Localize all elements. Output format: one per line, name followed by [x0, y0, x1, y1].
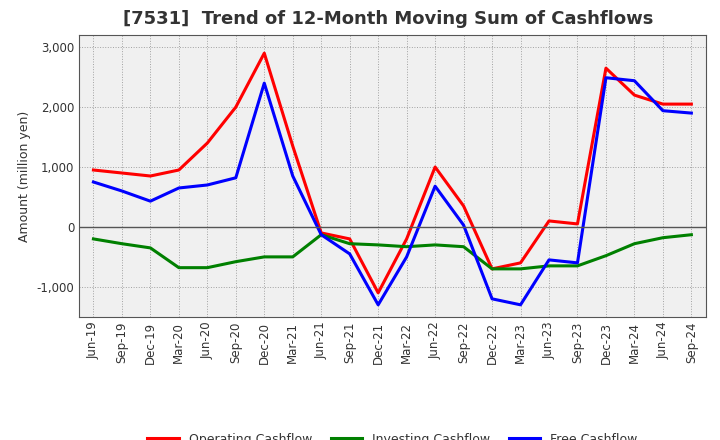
Operating Cashflow [573, 221, 582, 227]
Investing Cashflow [402, 244, 411, 249]
Free Cashflow [573, 260, 582, 265]
Investing Cashflow [260, 254, 269, 260]
Line: Investing Cashflow: Investing Cashflow [94, 235, 691, 269]
Free Cashflow [260, 81, 269, 86]
Operating Cashflow [687, 102, 696, 107]
Investing Cashflow [289, 254, 297, 260]
Free Cashflow [630, 78, 639, 83]
Investing Cashflow [431, 242, 439, 248]
Line: Operating Cashflow: Operating Cashflow [94, 53, 691, 293]
Operating Cashflow [402, 236, 411, 242]
Legend: Operating Cashflow, Investing Cashflow, Free Cashflow: Operating Cashflow, Investing Cashflow, … [143, 429, 642, 440]
Investing Cashflow [89, 236, 98, 242]
Investing Cashflow [659, 235, 667, 240]
Operating Cashflow [459, 203, 468, 209]
Operating Cashflow [317, 230, 325, 235]
Free Cashflow [687, 110, 696, 116]
Operating Cashflow [659, 102, 667, 107]
Operating Cashflow [203, 140, 212, 146]
Operating Cashflow [232, 104, 240, 110]
Operating Cashflow [289, 143, 297, 149]
Investing Cashflow [203, 265, 212, 270]
Free Cashflow [402, 254, 411, 260]
Investing Cashflow [687, 232, 696, 237]
Operating Cashflow [117, 170, 126, 176]
Investing Cashflow [487, 266, 496, 271]
Operating Cashflow [545, 218, 554, 224]
Operating Cashflow [516, 260, 525, 265]
Free Cashflow [317, 232, 325, 237]
Free Cashflow [89, 180, 98, 185]
Operating Cashflow [487, 266, 496, 271]
Investing Cashflow [117, 241, 126, 246]
Investing Cashflow [232, 259, 240, 264]
Operating Cashflow [260, 51, 269, 56]
Investing Cashflow [602, 253, 611, 258]
Operating Cashflow [346, 236, 354, 242]
Investing Cashflow [459, 244, 468, 249]
Free Cashflow [487, 296, 496, 301]
Operating Cashflow [374, 290, 382, 296]
Free Cashflow [203, 182, 212, 187]
Free Cashflow [117, 188, 126, 194]
Free Cashflow [459, 223, 468, 228]
Investing Cashflow [630, 241, 639, 246]
Investing Cashflow [516, 266, 525, 271]
Free Cashflow [545, 257, 554, 263]
Investing Cashflow [317, 232, 325, 237]
Operating Cashflow [146, 173, 155, 179]
Free Cashflow [659, 108, 667, 114]
Free Cashflow [431, 183, 439, 189]
Free Cashflow [174, 185, 183, 191]
Operating Cashflow [89, 167, 98, 172]
Operating Cashflow [431, 165, 439, 170]
Operating Cashflow [602, 66, 611, 71]
Free Cashflow [146, 198, 155, 204]
Investing Cashflow [374, 242, 382, 248]
Text: [7531]  Trend of 12-Month Moving Sum of Cashflows: [7531] Trend of 12-Month Moving Sum of C… [123, 10, 654, 28]
Investing Cashflow [545, 263, 554, 268]
Free Cashflow [232, 175, 240, 180]
Investing Cashflow [174, 265, 183, 270]
Investing Cashflow [573, 263, 582, 268]
Free Cashflow [346, 251, 354, 257]
Free Cashflow [602, 75, 611, 81]
Free Cashflow [289, 173, 297, 179]
Free Cashflow [374, 302, 382, 308]
Operating Cashflow [630, 92, 639, 98]
Investing Cashflow [346, 241, 354, 246]
Y-axis label: Amount (million yen): Amount (million yen) [18, 110, 31, 242]
Operating Cashflow [174, 167, 183, 172]
Line: Free Cashflow: Free Cashflow [94, 78, 691, 305]
Investing Cashflow [146, 245, 155, 250]
Free Cashflow [516, 302, 525, 308]
